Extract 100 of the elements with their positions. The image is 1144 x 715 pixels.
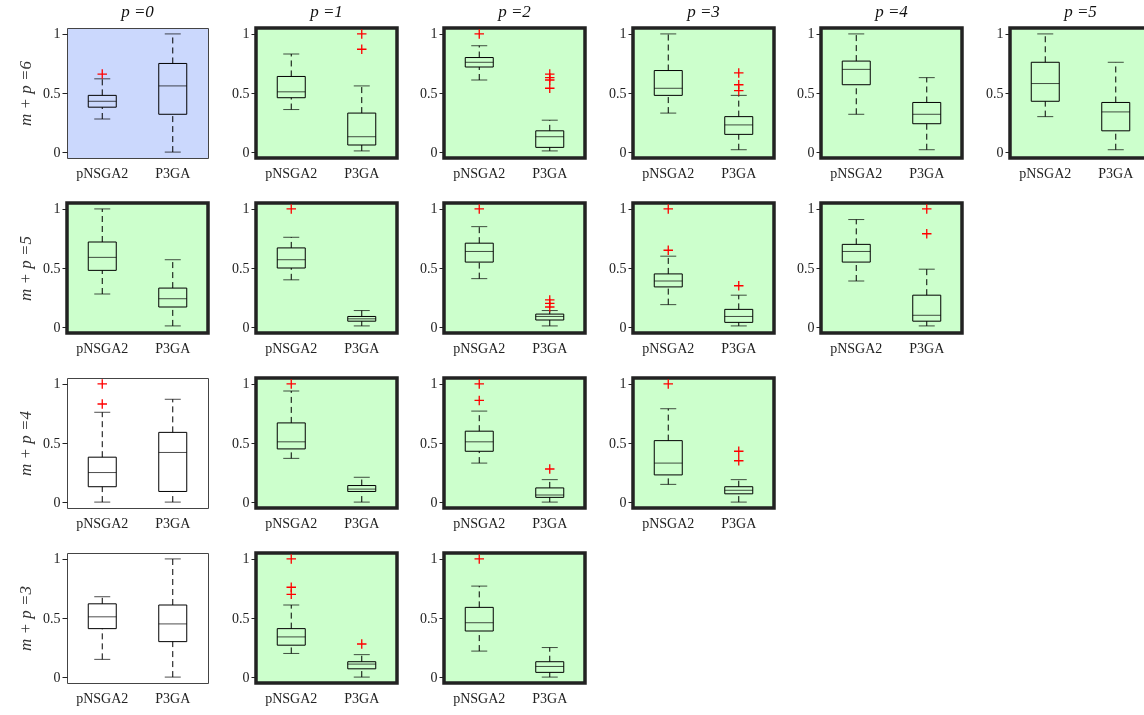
x-tick-label: pNSGA2 bbox=[264, 165, 317, 181]
y-tick-label: 1 bbox=[430, 551, 438, 567]
x-tick-label: pNSGA2 bbox=[76, 165, 129, 181]
y-tick-label: 0 bbox=[430, 669, 438, 685]
y-tick-label: 1 bbox=[619, 201, 626, 217]
y-tick-label: 0 bbox=[619, 494, 626, 510]
x-tick-label: pNSGA2 bbox=[76, 690, 129, 706]
x-tick-label: P3GA bbox=[155, 340, 192, 356]
y-tick-label: 0.5 bbox=[43, 610, 61, 626]
x-tick-label: pNSGA2 bbox=[830, 340, 883, 356]
y-tick-label: 0.5 bbox=[231, 260, 249, 276]
y-tick-label: 0.5 bbox=[43, 260, 61, 276]
chart-title: p =3 bbox=[685, 1, 720, 21]
x-tick-label: P3GA bbox=[1097, 165, 1134, 181]
y-tick-label: 1 bbox=[53, 26, 61, 42]
x-tick-label: P3GA bbox=[532, 515, 569, 531]
y-tick-label: 0 bbox=[53, 669, 61, 685]
y-tick-label: 1 bbox=[430, 26, 438, 42]
y-tick-label: 1 bbox=[619, 26, 626, 42]
y-tick-label: 0 bbox=[242, 669, 249, 685]
y-tick-label: 0.5 bbox=[797, 260, 815, 276]
chart-title: p =5 bbox=[1062, 1, 1097, 21]
x-tick-label: P3GA bbox=[532, 690, 569, 706]
y-tick-label: 0 bbox=[807, 144, 815, 160]
x-tick-label: P3GA bbox=[532, 165, 569, 181]
x-tick-label: pNSGA2 bbox=[76, 515, 129, 531]
y-tick-label: 0.5 bbox=[985, 85, 1003, 101]
y-tick-label: 1 bbox=[242, 551, 249, 567]
y-tick-label: 0 bbox=[807, 319, 815, 335]
y-tick-label: 0 bbox=[242, 494, 249, 510]
y-tick-label: 0.5 bbox=[608, 435, 626, 451]
y-tick-label: 0.5 bbox=[420, 435, 438, 451]
y-tick-label: 0 bbox=[53, 319, 61, 335]
y-tick-label: 1 bbox=[53, 551, 61, 567]
y-tick-label: 0.5 bbox=[43, 85, 61, 101]
x-tick-label: P3GA bbox=[343, 340, 380, 356]
x-tick-label: P3GA bbox=[155, 690, 192, 706]
y-tick-label: 1 bbox=[53, 201, 61, 217]
x-tick-label: P3GA bbox=[720, 340, 757, 356]
y-tick-label: 0.5 bbox=[420, 85, 438, 101]
y-tick-label: 0 bbox=[996, 144, 1003, 160]
y-tick-label: 0 bbox=[430, 494, 438, 510]
y-tick-label: 1 bbox=[242, 376, 249, 392]
x-tick-label: P3GA bbox=[532, 340, 569, 356]
x-tick-label: P3GA bbox=[343, 165, 380, 181]
x-tick-label: pNSGA2 bbox=[641, 340, 694, 356]
y-tick-label: 1 bbox=[807, 26, 815, 42]
x-tick-label: P3GA bbox=[343, 515, 380, 531]
y-tick-label: 0 bbox=[242, 144, 249, 160]
y-tick-label: 0.5 bbox=[231, 435, 249, 451]
x-tick-label: P3GA bbox=[720, 165, 757, 181]
x-tick-label: pNSGA2 bbox=[453, 515, 506, 531]
y-tick-label: 0 bbox=[53, 494, 61, 510]
y-tick-label: 0 bbox=[619, 319, 626, 335]
y-tick-label: 0.5 bbox=[608, 85, 626, 101]
x-tick-label: P3GA bbox=[155, 515, 192, 531]
y-tick-label: 0 bbox=[430, 319, 438, 335]
chart-title: p =1 bbox=[308, 1, 343, 21]
y-tick-label: 0.5 bbox=[43, 435, 61, 451]
y-tick-label: 0 bbox=[619, 144, 626, 160]
x-tick-label: pNSGA2 bbox=[453, 340, 506, 356]
y-tick-label: 0.5 bbox=[608, 260, 626, 276]
x-tick-label: P3GA bbox=[343, 690, 380, 706]
x-tick-label: pNSGA2 bbox=[76, 340, 129, 356]
x-tick-label: pNSGA2 bbox=[453, 165, 506, 181]
y-tick-label: 0.5 bbox=[231, 85, 249, 101]
y-tick-label: 0 bbox=[242, 319, 249, 335]
x-tick-label: pNSGA2 bbox=[641, 515, 694, 531]
y-tick-label: 0 bbox=[430, 144, 438, 160]
chart-title: p =4 bbox=[874, 1, 909, 21]
y-tick-label: 0.5 bbox=[797, 85, 815, 101]
y-tick-label: 0.5 bbox=[420, 610, 438, 626]
x-tick-label: P3GA bbox=[720, 515, 757, 531]
x-tick-label: pNSGA2 bbox=[264, 515, 317, 531]
chart-title: p =2 bbox=[497, 1, 532, 21]
y-tick-label: 1 bbox=[996, 26, 1003, 42]
x-tick-label: P3GA bbox=[155, 165, 192, 181]
y-tick-label: 0.5 bbox=[420, 260, 438, 276]
y-tick-label: 0 bbox=[53, 144, 61, 160]
y-tick-label: 1 bbox=[619, 376, 626, 392]
y-axis-title: m + p =4 bbox=[16, 410, 35, 476]
x-tick-label: P3GA bbox=[909, 340, 946, 356]
y-tick-label: 1 bbox=[53, 376, 61, 392]
x-tick-label: pNSGA2 bbox=[641, 165, 694, 181]
y-tick-label: 1 bbox=[430, 201, 438, 217]
y-tick-label: 1 bbox=[430, 376, 438, 392]
y-axis-title: m + p =3 bbox=[16, 586, 35, 651]
y-axis-title: m + p =5 bbox=[16, 236, 35, 301]
x-tick-label: pNSGA2 bbox=[830, 165, 883, 181]
x-tick-label: pNSGA2 bbox=[1018, 165, 1071, 181]
x-tick-label: pNSGA2 bbox=[453, 690, 506, 706]
y-tick-label: 0.5 bbox=[231, 610, 249, 626]
y-tick-label: 1 bbox=[807, 201, 815, 217]
y-axis-title: m + p =6 bbox=[16, 60, 35, 126]
y-tick-label: 1 bbox=[242, 26, 249, 42]
x-tick-label: P3GA bbox=[909, 165, 946, 181]
x-tick-label: pNSGA2 bbox=[264, 340, 317, 356]
chart-title: p =0 bbox=[120, 1, 155, 21]
y-tick-label: 1 bbox=[242, 201, 249, 217]
x-tick-label: pNSGA2 bbox=[264, 690, 317, 706]
